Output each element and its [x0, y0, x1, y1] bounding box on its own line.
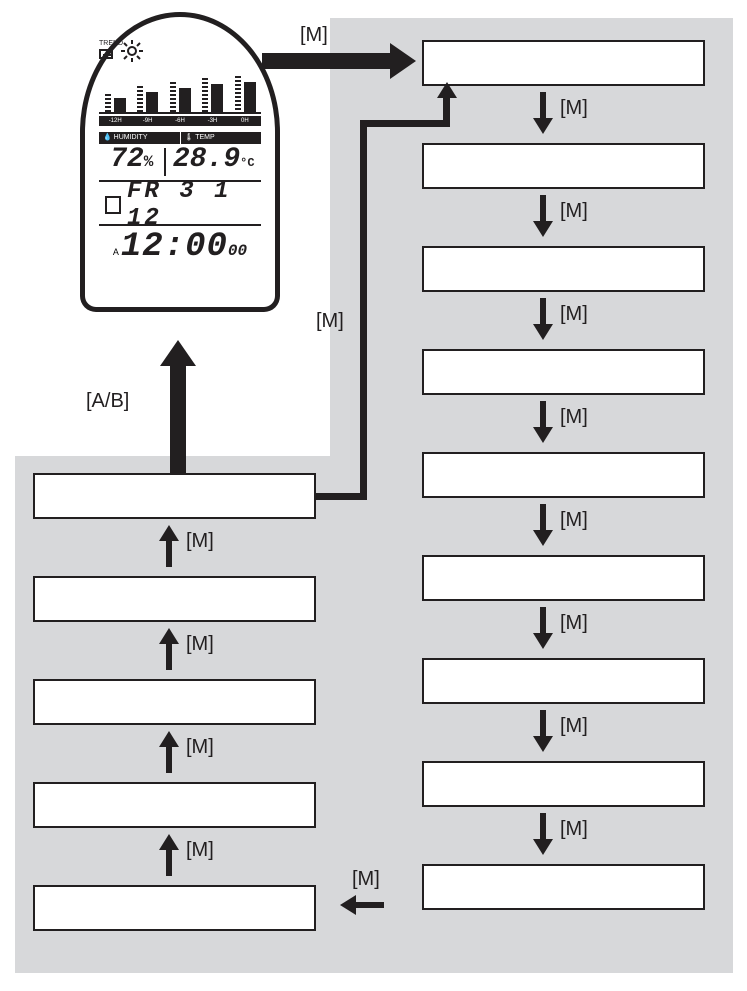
flow-box-l2	[33, 679, 316, 725]
arrow-down-icon	[536, 401, 550, 441]
date-line: FR 3 1 12	[127, 178, 261, 232]
flow-box-l1	[33, 576, 316, 622]
flow-box-r0	[422, 40, 705, 86]
arrow-label-m: [M]	[300, 24, 328, 47]
trend-box-icon	[99, 49, 113, 59]
history-bar-chart	[99, 64, 261, 114]
trend-label: TREND	[99, 40, 123, 47]
temp-label: TEMP	[195, 134, 214, 141]
arrow-up-icon	[162, 527, 176, 567]
flow-box-r4	[422, 452, 705, 498]
arrow-label-m: [M]	[560, 200, 588, 223]
arrow-label-m: [M]	[352, 868, 380, 891]
alarm-indicator: A	[113, 247, 119, 257]
arrow-down-icon	[536, 607, 550, 647]
arrow-label-m: [M]	[560, 303, 588, 326]
humidity-label: HUMIDITY	[114, 134, 148, 141]
arrow-label-m: [M]	[186, 530, 214, 553]
checkbox-icon	[105, 196, 121, 214]
arrow-up-icon	[162, 733, 176, 773]
flow-box-r6	[422, 658, 705, 704]
weather-station-device: TREND -12H -9H -6H -3H 0H 💧	[80, 12, 280, 312]
temp-value: 28.9	[173, 144, 240, 175]
arrow-down-icon	[536, 92, 550, 132]
flow-box-l0	[33, 473, 316, 519]
arrow-down-icon	[536, 298, 550, 338]
arrow-label-m: [M]	[560, 509, 588, 532]
arrow-left-icon	[340, 898, 390, 918]
arrow-label-m: [M]	[560, 715, 588, 738]
flow-box-r2	[422, 246, 705, 292]
flow-box-l3	[33, 782, 316, 828]
temp-unit: °C	[240, 156, 254, 170]
flow-box-r8	[422, 864, 705, 910]
arrow-label-m: [M]	[560, 612, 588, 635]
arrow-down-icon	[536, 813, 550, 853]
flow-box-r7	[422, 761, 705, 807]
arrow-down-icon	[536, 710, 550, 750]
arrow-label-m: [M]	[316, 310, 344, 333]
arrow-up-icon	[162, 836, 176, 876]
time-value: 12:00	[121, 228, 228, 266]
arrow-label-m: [M]	[186, 633, 214, 656]
time-seconds: 00	[228, 242, 247, 260]
arrow-down-icon	[536, 504, 550, 544]
humidity-unit: %	[144, 153, 154, 171]
flow-box-r5	[422, 555, 705, 601]
arrow-label-m: [M]	[186, 736, 214, 759]
arrow-down-icon	[536, 195, 550, 235]
arrow-label-m: [M]	[560, 97, 588, 120]
flow-box-r3	[422, 349, 705, 395]
arrow-label-m: [M]	[186, 839, 214, 862]
flow-box-l4	[33, 885, 316, 931]
flow-box-r1	[422, 143, 705, 189]
arrow-label-ab: [A/B]	[86, 390, 129, 413]
arrow-label-m: [M]	[560, 406, 588, 429]
humidity-value: 72	[110, 144, 144, 175]
sun-icon	[121, 40, 143, 62]
bar-labels: -12H -9H -6H -3H 0H	[99, 116, 261, 126]
arrow-label-m: [M]	[560, 818, 588, 841]
arrow-up-icon	[162, 630, 176, 670]
